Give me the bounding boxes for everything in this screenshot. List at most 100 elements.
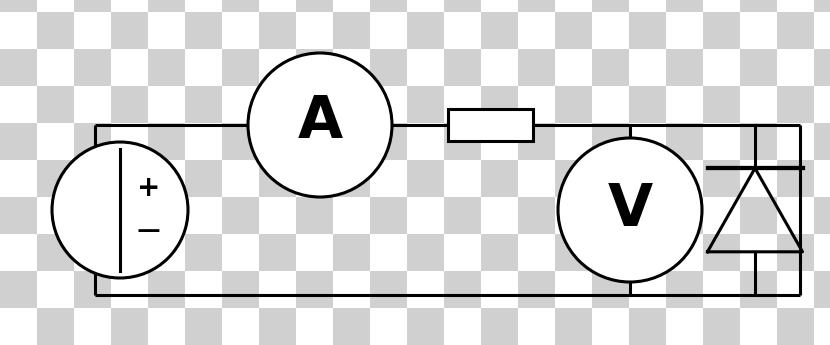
Bar: [148, 12, 185, 49]
Bar: [592, 160, 629, 197]
Bar: [703, 0, 740, 12]
Bar: [0, 86, 37, 123]
Bar: [370, 123, 407, 160]
Bar: [222, 271, 259, 308]
Bar: [296, 271, 333, 308]
Bar: [333, 49, 370, 86]
Bar: [333, 197, 370, 234]
Bar: [0, 271, 37, 308]
Bar: [296, 0, 333, 12]
Bar: [740, 0, 777, 12]
Bar: [666, 0, 703, 12]
Bar: [518, 0, 555, 12]
Bar: [481, 86, 518, 123]
Bar: [555, 123, 592, 160]
Bar: [555, 0, 592, 12]
Bar: [148, 0, 185, 12]
Bar: [555, 271, 592, 308]
Bar: [777, 49, 814, 86]
Bar: [444, 234, 481, 271]
Bar: [814, 86, 830, 123]
Bar: [0, 49, 37, 86]
Bar: [222, 49, 259, 86]
Bar: [481, 160, 518, 197]
Bar: [37, 86, 74, 123]
Bar: [666, 12, 703, 49]
Bar: [518, 234, 555, 271]
Bar: [555, 308, 592, 345]
Bar: [333, 308, 370, 345]
Bar: [333, 86, 370, 123]
Bar: [592, 86, 629, 123]
Bar: [370, 49, 407, 86]
Bar: [37, 234, 74, 271]
Bar: [111, 234, 148, 271]
Bar: [148, 123, 185, 160]
Bar: [185, 49, 222, 86]
Bar: [777, 160, 814, 197]
Bar: [740, 12, 777, 49]
Bar: [777, 12, 814, 49]
Bar: [666, 308, 703, 345]
Bar: [814, 271, 830, 308]
Bar: [74, 160, 111, 197]
Bar: [444, 271, 481, 308]
Bar: [518, 12, 555, 49]
Bar: [185, 123, 222, 160]
Bar: [148, 49, 185, 86]
Bar: [185, 0, 222, 12]
Bar: [740, 49, 777, 86]
Bar: [518, 271, 555, 308]
Bar: [444, 123, 481, 160]
Bar: [370, 308, 407, 345]
Bar: [518, 49, 555, 86]
Bar: [629, 197, 666, 234]
Bar: [777, 271, 814, 308]
Bar: [296, 123, 333, 160]
Bar: [629, 160, 666, 197]
Bar: [407, 123, 444, 160]
Bar: [703, 308, 740, 345]
Text: A: A: [297, 93, 343, 150]
Bar: [74, 197, 111, 234]
Bar: [74, 271, 111, 308]
Bar: [592, 49, 629, 86]
Bar: [370, 0, 407, 12]
Bar: [518, 86, 555, 123]
Bar: [74, 234, 111, 271]
Bar: [37, 308, 74, 345]
Bar: [296, 160, 333, 197]
Bar: [148, 308, 185, 345]
Bar: [111, 308, 148, 345]
Bar: [555, 234, 592, 271]
Bar: [666, 234, 703, 271]
Bar: [407, 234, 444, 271]
Bar: [148, 160, 185, 197]
Bar: [777, 308, 814, 345]
Bar: [407, 160, 444, 197]
Bar: [629, 123, 666, 160]
Bar: [592, 197, 629, 234]
Bar: [0, 12, 37, 49]
Bar: [74, 308, 111, 345]
Bar: [444, 49, 481, 86]
Ellipse shape: [558, 138, 702, 282]
Bar: [740, 308, 777, 345]
Bar: [74, 12, 111, 49]
Bar: [222, 86, 259, 123]
Bar: [407, 49, 444, 86]
Bar: [407, 86, 444, 123]
Bar: [185, 12, 222, 49]
Bar: [703, 123, 740, 160]
Bar: [296, 12, 333, 49]
Bar: [111, 123, 148, 160]
Bar: [444, 12, 481, 49]
Bar: [296, 49, 333, 86]
Bar: [111, 86, 148, 123]
Bar: [666, 197, 703, 234]
Bar: [518, 160, 555, 197]
Bar: [111, 12, 148, 49]
Bar: [666, 123, 703, 160]
Bar: [296, 197, 333, 234]
Bar: [555, 86, 592, 123]
